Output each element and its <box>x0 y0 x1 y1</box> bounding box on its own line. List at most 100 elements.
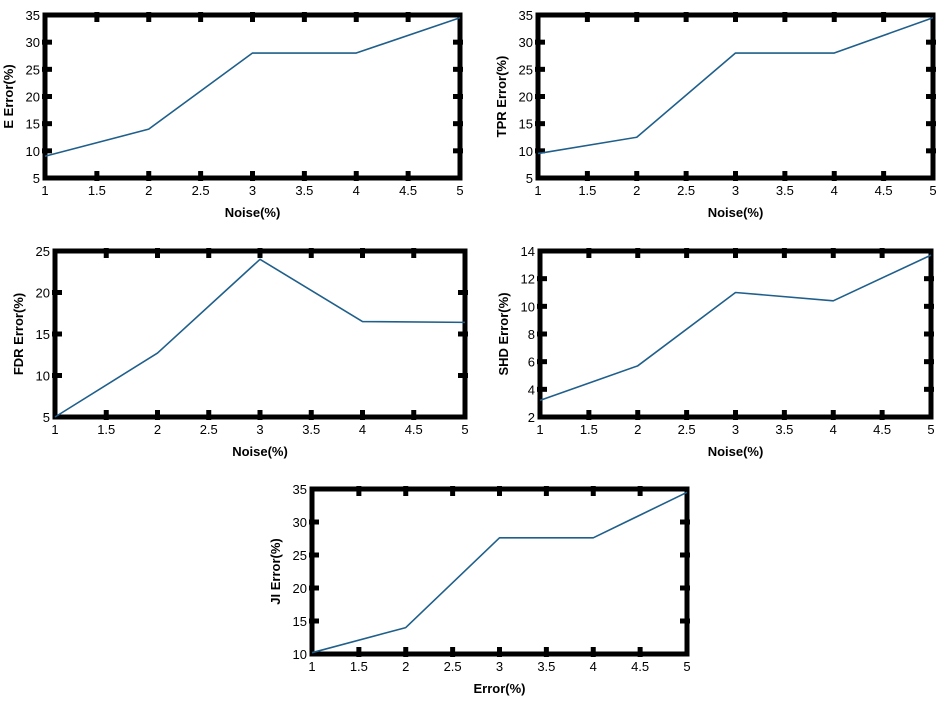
y-tick-label: 35 <box>519 8 533 23</box>
x-tick-label: 1 <box>41 183 48 198</box>
series-line <box>54 258 466 418</box>
x-tick-label: 1 <box>308 659 315 674</box>
y-axis-label: SHD Error(%) <box>496 292 511 375</box>
x-axis-label: Noise(%) <box>708 444 764 459</box>
y-tick-label: 10 <box>293 647 307 662</box>
y-tick-label: 10 <box>519 144 533 159</box>
x-tick-label: 3 <box>732 422 739 437</box>
x-tick-label: 1.5 <box>350 659 368 674</box>
chart-panel-5: 1 1.5 2 2.5 3 3.5 4 4.5 5 10 15 20 25 30 35 Error(%) JI … <box>268 482 691 696</box>
y-tick-label: 4 <box>528 382 535 397</box>
x-axis-label: Noise(%) <box>232 444 288 459</box>
x-tick-label: 1.5 <box>578 183 596 198</box>
y-tick-label: 20 <box>26 90 40 105</box>
y-tick-label: 30 <box>26 35 40 50</box>
series-line <box>44 16 461 158</box>
x-tick-label: 5 <box>927 422 934 437</box>
x-tick-label: 2.5 <box>678 422 696 437</box>
y-tick-label: 20 <box>293 581 307 596</box>
series-line <box>539 254 932 402</box>
x-tick-label: 4.5 <box>873 422 891 437</box>
x-tick-label: 2 <box>633 183 640 198</box>
x-tick-label: 5 <box>456 183 463 198</box>
y-tick-label: 25 <box>36 244 50 259</box>
y-tick-label: 35 <box>26 8 40 23</box>
plot-frame <box>537 248 934 420</box>
y-tick-label: 14 <box>521 244 535 259</box>
plot-frame <box>309 486 690 657</box>
x-tick-label: 3.5 <box>295 183 313 198</box>
y-axis-label: E Error(%) <box>1 64 16 128</box>
y-tick-label: 6 <box>528 355 535 370</box>
x-tick-label: 5 <box>929 183 936 198</box>
x-tick-label: 3.5 <box>537 659 555 674</box>
x-tick-label: 3.5 <box>302 422 320 437</box>
y-axis-label: FDR Error(%) <box>11 293 26 375</box>
y-axis-label: JI Error(%) <box>268 538 283 604</box>
y-tick-label: 15 <box>26 117 40 132</box>
x-tick-label: 2 <box>634 422 641 437</box>
y-tick-label: 25 <box>293 548 307 563</box>
x-tick-label: 1.5 <box>88 183 106 198</box>
chart-panel-4: 1 1.5 2 2.5 3 3.5 4 4.5 5 2 4 6 8 10 12 14 Noise(%) SHD E… <box>496 244 935 459</box>
x-axis-label: Noise(%) <box>708 205 764 220</box>
x-tick-label: 4 <box>831 183 838 198</box>
x-tick-label: 3 <box>249 183 256 198</box>
y-tick-label: 5 <box>43 410 50 425</box>
x-tick-label: 3.5 <box>776 183 794 198</box>
x-tick-label: 1 <box>536 422 543 437</box>
x-tick-label: 5 <box>683 659 690 674</box>
x-tick-label: 3 <box>732 183 739 198</box>
x-tick-label: 4.5 <box>631 659 649 674</box>
y-tick-label: 25 <box>519 62 533 77</box>
x-tick-label: 1.5 <box>580 422 598 437</box>
y-tick-label: 10 <box>36 369 50 384</box>
x-tick-label: 2.5 <box>200 422 218 437</box>
x-tick-label: 2 <box>402 659 409 674</box>
y-tick-label: 15 <box>36 327 50 342</box>
x-tick-label: 4.5 <box>399 183 417 198</box>
y-tick-label: 12 <box>521 272 535 287</box>
x-tick-label: 3 <box>256 422 263 437</box>
plot-frame <box>52 248 468 420</box>
x-axis-label: Noise(%) <box>225 205 281 220</box>
x-tick-label: 1.5 <box>97 422 115 437</box>
series-line <box>311 491 688 654</box>
x-tick-label: 1 <box>534 183 541 198</box>
x-tick-label: 2 <box>154 422 161 437</box>
x-tick-label: 4.5 <box>405 422 423 437</box>
y-tick-label: 25 <box>26 62 40 77</box>
y-tick-label: 20 <box>36 286 50 301</box>
y-tick-label: 2 <box>528 410 535 425</box>
chart-panel-1: 1 1.5 2 2.5 3 3.5 4 4.5 5 5 10 15 20 25 30 35 Noise(%) E … <box>1 8 464 220</box>
y-tick-label: 20 <box>519 90 533 105</box>
x-tick-label: 1 <box>51 422 58 437</box>
y-axis-label: TPR Error(%) <box>494 56 509 138</box>
x-tick-label: 3 <box>496 659 503 674</box>
x-tick-label: 4 <box>359 422 366 437</box>
y-tick-label: 30 <box>519 35 533 50</box>
y-tick-label: 15 <box>519 117 533 132</box>
x-tick-label: 2.5 <box>677 183 695 198</box>
series-line <box>537 16 934 155</box>
x-tick-label: 3.5 <box>775 422 793 437</box>
y-tick-label: 10 <box>521 299 535 314</box>
y-tick-label: 15 <box>293 614 307 629</box>
x-tick-label: 2.5 <box>192 183 210 198</box>
y-tick-label: 10 <box>26 144 40 159</box>
chart-panel-3: 1 1.5 2 2.5 3 3.5 4 4.5 5 5 10 15 20 25 Noise(%) FDR Er… <box>11 244 469 459</box>
y-tick-label: 5 <box>33 171 40 186</box>
x-tick-label: 5 <box>461 422 468 437</box>
x-axis-label: Error(%) <box>473 681 525 696</box>
y-tick-label: 35 <box>293 482 307 497</box>
chart-panel-2: 1 1.5 2 2.5 3 3.5 4 4.5 5 5 10 15 20 25 30 35 Noise(%) TP… <box>494 8 937 220</box>
x-tick-label: 4 <box>353 183 360 198</box>
x-tick-label: 2.5 <box>444 659 462 674</box>
y-tick-label: 5 <box>526 171 533 186</box>
x-tick-label: 4 <box>830 422 837 437</box>
x-tick-label: 4.5 <box>875 183 893 198</box>
y-tick-label: 30 <box>293 515 307 530</box>
x-tick-label: 4 <box>590 659 597 674</box>
y-tick-label: 8 <box>528 327 535 342</box>
